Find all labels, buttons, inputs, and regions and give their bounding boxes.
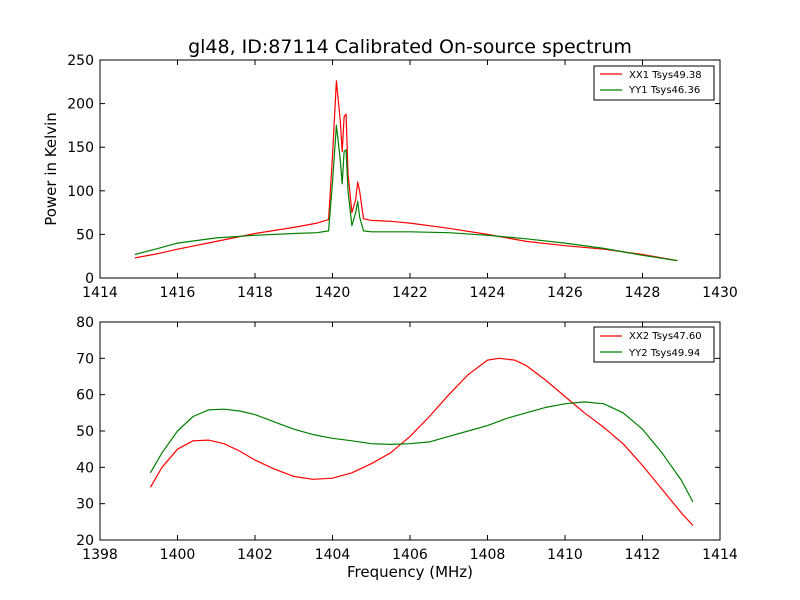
bottom-x-tick-label: 1410	[547, 547, 583, 563]
top-y-axis-label: Power in Kelvin	[42, 112, 60, 226]
bottom-plot: 1398 1400 1402 1404 1406 1408 1410 1412 1414 20 30…	[76, 315, 738, 563]
bottom-y-tick-label: 40	[76, 460, 94, 476]
bottom-plot-legend: XX2 Tsys47.60 YY2 Tsys49.94	[593, 326, 715, 363]
top-plot-legend: XX1 Tsys49.38 YY1 Tsys46.36	[593, 65, 715, 101]
bottom-y-tick-label: 50	[76, 424, 94, 440]
bottom-plot-lines	[149, 357, 694, 526]
bottom-x-tick-label: 1414	[702, 547, 738, 563]
top-x-tick-label: 1428	[625, 285, 661, 301]
bottom-x-tick-label: 1406	[392, 547, 428, 563]
bottom-legend-label-yy2: YY2 Tsys49.94	[628, 348, 700, 359]
bottom-y-tick-label: 30	[76, 497, 94, 513]
bottom-x-tick-label: 1400	[160, 547, 196, 563]
top-y-tick-label: 0	[85, 271, 94, 287]
bottom-y-tick-label: 20	[76, 533, 94, 549]
bottom-x-tick-label: 1402	[237, 547, 273, 563]
top-x-tick-label: 1416	[160, 285, 196, 301]
bottom-x-axis-label: Frequency (MHz)	[347, 563, 473, 581]
bottom-plot-ticks: 1398 1400 1402 1404 1406 1408 1410 1412 1414 20 30…	[76, 315, 738, 563]
bottom-legend-label-xx2: XX2 Tsys47.60	[629, 331, 702, 342]
top-plot-lines	[134, 80, 678, 262]
top-y-tick-label: 50	[76, 227, 94, 243]
figure-title: gl48, ID:87114 Calibrated On-source spec…	[188, 36, 632, 58]
top-y-tick-label: 200	[67, 97, 94, 113]
bottom-legend-box	[593, 326, 715, 363]
top-x-tick-label: 1424	[470, 285, 506, 301]
top-x-tick-label: 1422	[392, 285, 428, 301]
top-series-1-line	[134, 124, 678, 262]
top-y-tick-label: 100	[67, 184, 94, 200]
top-y-tick-label: 150	[67, 140, 94, 156]
bottom-y-tick-label: 60	[76, 388, 94, 404]
top-x-tick-label: 1418	[237, 285, 273, 301]
bottom-x-tick-label: 1412	[625, 547, 661, 563]
top-x-tick-label: 1420	[315, 285, 351, 301]
bottom-x-tick-label: 1404	[315, 547, 351, 563]
bottom-series-1-line	[149, 401, 694, 503]
bottom-x-tick-label: 1398	[82, 547, 118, 563]
top-legend-box	[593, 65, 715, 101]
top-y-tick-label: 250	[67, 53, 94, 69]
bottom-y-tick-label: 80	[76, 315, 94, 331]
top-x-tick-label: 1414	[82, 285, 118, 301]
bottom-y-tick-label: 70	[76, 351, 94, 367]
bottom-x-tick-label: 1408	[470, 547, 506, 563]
top-legend-label-xx1: XX1 Tsys49.38	[629, 70, 702, 81]
top-plot-ticks: 1414 1416 1418 1420 1422 1424 1426 1428 1430 0 50 1…	[67, 53, 738, 301]
top-x-tick-label: 1426	[547, 285, 583, 301]
top-x-tick-label: 1430	[702, 285, 738, 301]
top-plot: 1414 1416 1418 1420 1422 1424 1426 1428 1430 0 50 1…	[67, 53, 738, 301]
top-legend-label-yy1: YY1 Tsys46.36	[628, 85, 700, 96]
bottom-series-0-line	[149, 357, 694, 526]
